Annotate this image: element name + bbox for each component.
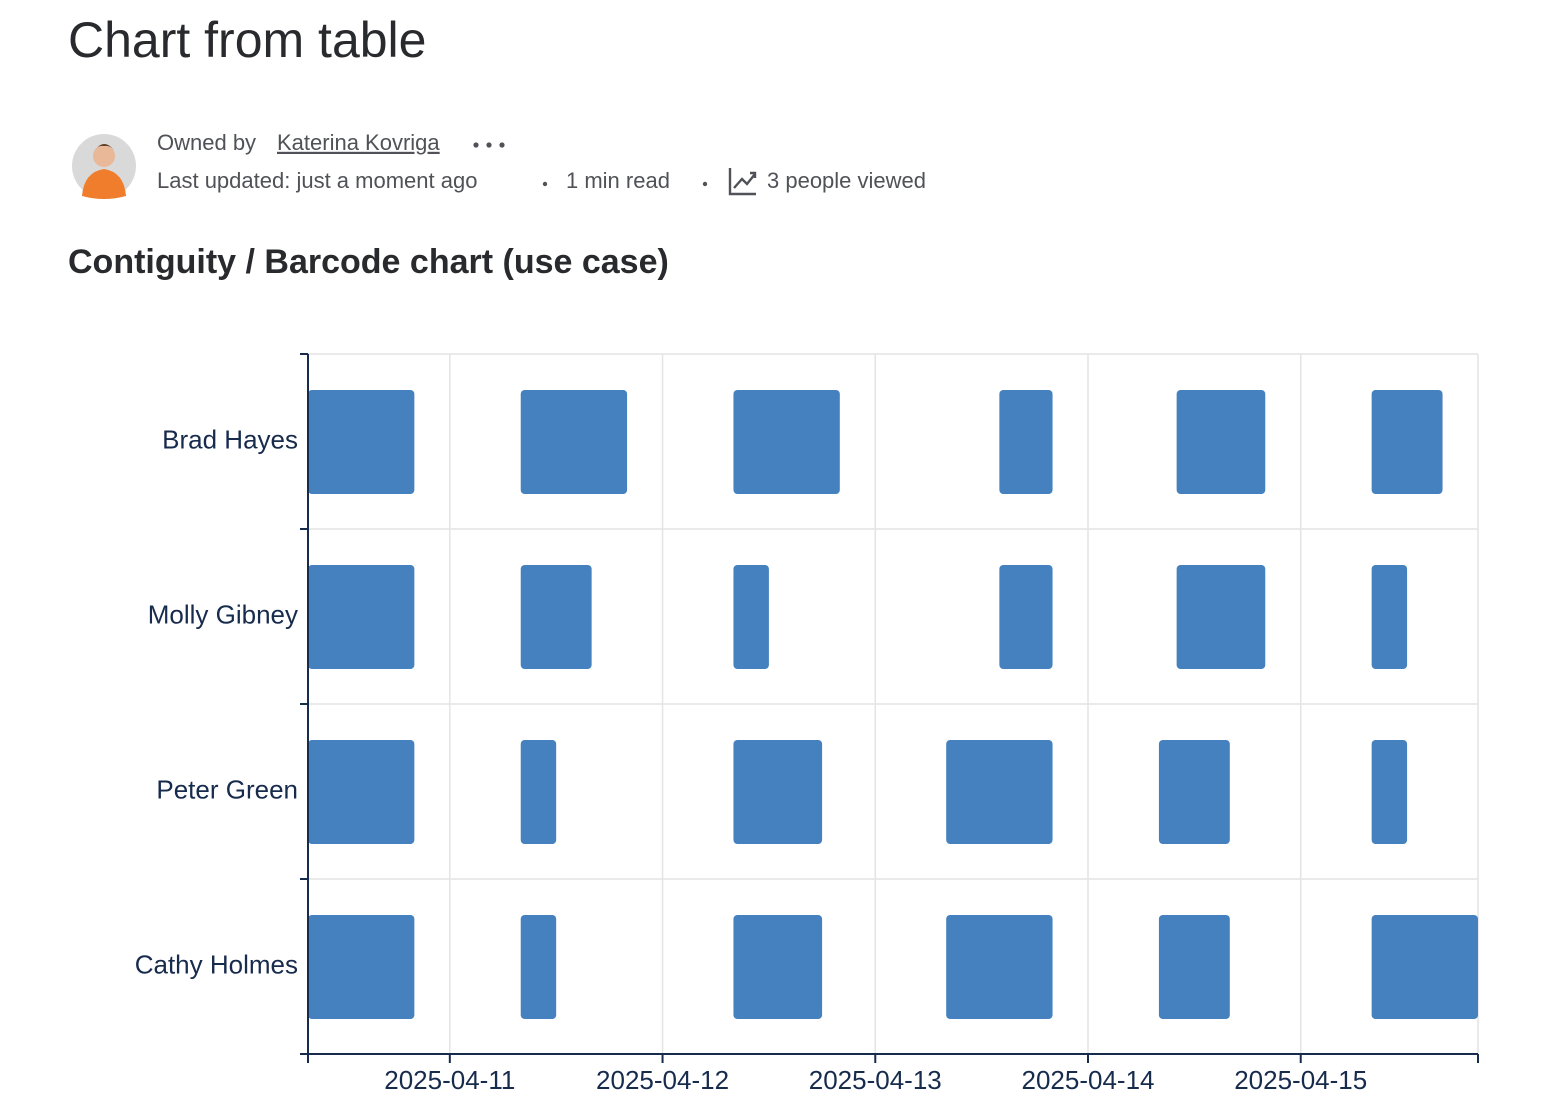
x-tick-label: 2025-04-14 (1022, 1065, 1155, 1095)
bar (733, 565, 769, 669)
y-tick-label: Cathy Holmes (135, 949, 298, 979)
owner-prefix: Owned by (157, 130, 256, 155)
owner-link[interactable]: Katerina Kovriga (277, 130, 440, 155)
read-time: 1 min read (566, 168, 670, 193)
x-tick-label: 2025-04-13 (809, 1065, 942, 1095)
y-tick-label: Brad Hayes (162, 424, 298, 454)
views-icon (728, 168, 757, 196)
bar (1371, 390, 1443, 494)
bar (1176, 390, 1266, 494)
bar (946, 740, 1053, 844)
chart-title: Contiguity / Barcode chart (use case) (68, 243, 669, 281)
dot (473, 142, 479, 148)
bar (1158, 915, 1230, 1019)
separator (702, 181, 708, 187)
bar (520, 915, 557, 1019)
bar (520, 565, 592, 669)
page-title: Chart from table (68, 12, 426, 68)
bar (308, 390, 415, 494)
bar (308, 565, 415, 669)
bar (733, 390, 840, 494)
avatar-body (82, 169, 126, 199)
x-tick-label: 2025-04-15 (1234, 1065, 1367, 1095)
x-tick-label: 2025-04-12 (596, 1065, 729, 1095)
last-updated: Last updated: just a moment ago (157, 168, 477, 193)
separator (542, 181, 548, 187)
chart: Brad Hayes Molly Gibney Peter Green Cathy H… (135, 353, 1479, 1095)
more-actions[interactable] (473, 142, 505, 148)
bar (308, 740, 415, 844)
icon-axes (728, 168, 756, 196)
x-tick-label: 2025-04-11 (384, 1065, 515, 1095)
bar (1158, 740, 1230, 844)
bar (520, 740, 557, 844)
bar (999, 390, 1053, 494)
bar (946, 915, 1053, 1019)
dot (486, 142, 492, 148)
avatar[interactable] (72, 134, 136, 199)
avatar-hair (95, 144, 114, 150)
bar (1371, 740, 1408, 844)
bar (733, 915, 823, 1019)
bar (1371, 565, 1408, 669)
bar (733, 740, 823, 844)
views[interactable]: 3 people viewed (767, 168, 926, 193)
bar (520, 390, 628, 494)
bar (1176, 565, 1266, 669)
y-tick-label: Peter Green (156, 774, 298, 804)
bar (999, 565, 1053, 669)
y-tick-label: Molly Gibney (148, 599, 298, 629)
dot (499, 142, 505, 148)
bar (308, 915, 415, 1019)
icon-trend (733, 171, 757, 189)
avatar-face (93, 145, 115, 167)
bar (1371, 915, 1478, 1019)
